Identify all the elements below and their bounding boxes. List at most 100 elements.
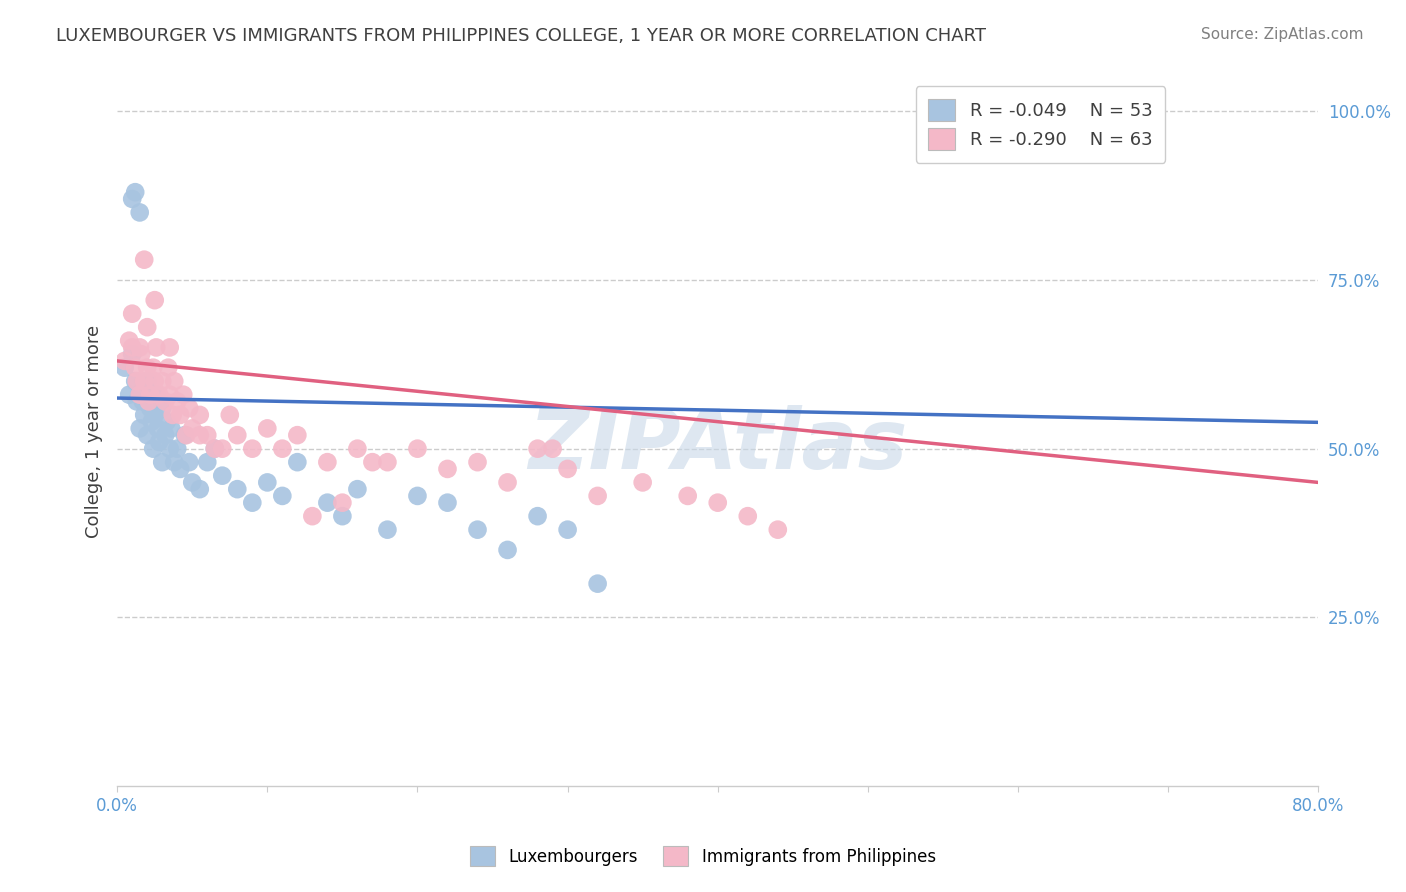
- Point: [128, 387, 150, 401]
- Point: [166, 442, 188, 456]
- Point: [586, 489, 609, 503]
- Point: [179, 401, 201, 416]
- Point: [128, 340, 150, 354]
- Point: [346, 482, 368, 496]
- Point: [132, 394, 155, 409]
- Point: [586, 576, 609, 591]
- Point: [169, 462, 191, 476]
- Point: [139, 401, 162, 416]
- Point: [195, 455, 218, 469]
- Point: [541, 442, 564, 456]
- Point: [631, 475, 654, 490]
- Point: [436, 462, 458, 476]
- Point: [148, 434, 170, 449]
- Point: [124, 360, 146, 375]
- Point: [226, 428, 249, 442]
- Point: [148, 387, 170, 401]
- Point: [181, 421, 204, 435]
- Point: [155, 428, 177, 442]
- Point: [436, 496, 458, 510]
- Point: [136, 374, 159, 388]
- Point: [256, 421, 278, 435]
- Point: [128, 205, 150, 219]
- Point: [150, 401, 173, 416]
- Point: [138, 394, 160, 409]
- Point: [128, 421, 150, 435]
- Point: [406, 442, 429, 456]
- Point: [181, 475, 204, 490]
- Point: [142, 442, 165, 456]
- Point: [145, 387, 167, 401]
- Point: [136, 428, 159, 442]
- Point: [146, 421, 169, 435]
- Point: [139, 387, 162, 401]
- Point: [124, 374, 146, 388]
- Point: [301, 509, 323, 524]
- Point: [121, 307, 143, 321]
- Point: [136, 360, 159, 375]
- Point: [155, 394, 177, 409]
- Point: [160, 421, 183, 435]
- Point: [129, 347, 152, 361]
- Point: [162, 408, 184, 422]
- Point: [118, 334, 141, 348]
- Point: [188, 428, 211, 442]
- Point: [211, 442, 233, 456]
- Point: [204, 442, 226, 456]
- Point: [271, 489, 294, 503]
- Point: [156, 415, 179, 429]
- Point: [188, 408, 211, 422]
- Point: [142, 360, 165, 375]
- Point: [557, 462, 579, 476]
- Point: [285, 455, 308, 469]
- Point: [114, 354, 136, 368]
- Point: [218, 408, 240, 422]
- Point: [195, 428, 218, 442]
- Point: [557, 523, 579, 537]
- Point: [332, 509, 354, 524]
- Point: [179, 455, 201, 469]
- Point: [143, 408, 166, 422]
- Point: [163, 374, 186, 388]
- Point: [188, 482, 211, 496]
- Point: [240, 442, 263, 456]
- Point: [737, 509, 759, 524]
- Point: [226, 482, 249, 496]
- Point: [204, 442, 226, 456]
- Point: [145, 340, 167, 354]
- Point: [141, 415, 163, 429]
- Point: [159, 340, 181, 354]
- Point: [136, 320, 159, 334]
- Point: [163, 455, 186, 469]
- Point: [316, 455, 339, 469]
- Point: [526, 442, 548, 456]
- Point: [526, 509, 548, 524]
- Point: [157, 360, 180, 375]
- Point: [169, 408, 191, 422]
- Point: [211, 468, 233, 483]
- Point: [159, 442, 181, 456]
- Point: [159, 387, 181, 401]
- Point: [496, 475, 519, 490]
- Point: [125, 394, 148, 409]
- Point: [118, 387, 141, 401]
- Point: [174, 428, 197, 442]
- Point: [124, 185, 146, 199]
- Point: [121, 347, 143, 361]
- Point: [316, 496, 339, 510]
- Point: [240, 496, 263, 510]
- Point: [134, 408, 156, 422]
- Point: [143, 374, 166, 388]
- Point: [496, 542, 519, 557]
- Point: [676, 489, 699, 503]
- Point: [467, 455, 489, 469]
- Point: [150, 374, 173, 388]
- Point: [332, 496, 354, 510]
- Point: [271, 442, 294, 456]
- Text: ZIPAtlas: ZIPAtlas: [529, 406, 907, 486]
- Point: [706, 496, 728, 510]
- Point: [134, 374, 156, 388]
- Point: [361, 455, 384, 469]
- Point: [125, 374, 148, 388]
- Point: [406, 489, 429, 503]
